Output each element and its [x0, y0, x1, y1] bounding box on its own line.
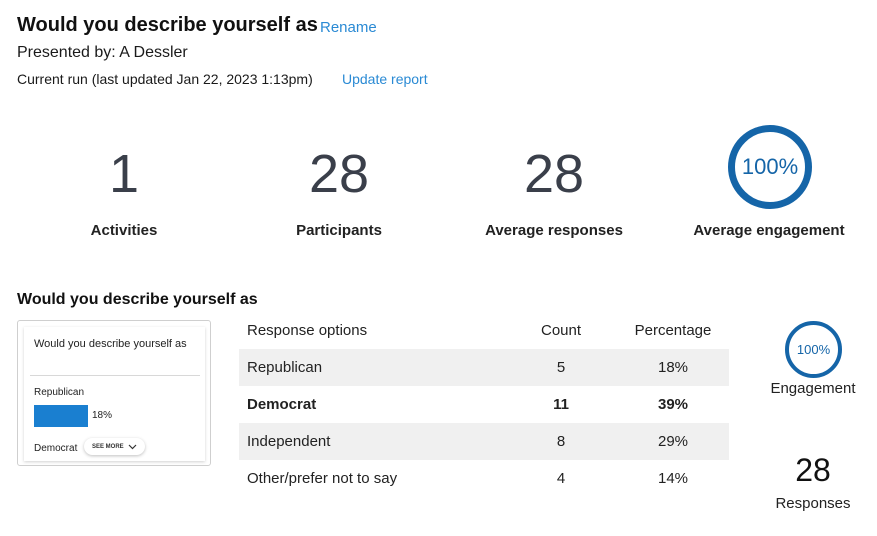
thumbnail-option-bar	[34, 405, 88, 427]
row-percentage: 39%	[657, 396, 689, 413]
row-option: Republican	[247, 359, 323, 376]
row-option: Independent	[247, 433, 331, 450]
table-row: Democrat 11 39%	[239, 386, 729, 423]
activities-label: Activities	[90, 222, 158, 239]
average-engagement-value: 100%	[741, 154, 799, 179]
thumbnail-option-percent: 18%	[92, 410, 113, 421]
table-row: Independent 8 29%	[239, 423, 729, 460]
thumbnail-card: Would you describe yourself as Republica…	[24, 327, 205, 461]
thumbnail-question: Would you describe yourself as	[34, 338, 187, 350]
question-thumbnail[interactable]: Would you describe yourself as Republica…	[17, 320, 211, 466]
page-title: Would you describe yourself as	[17, 14, 318, 36]
average-responses-count: 28	[523, 144, 585, 204]
row-option: Democrat	[247, 396, 317, 413]
thumbnail-option-label: Republican	[34, 387, 85, 398]
activities-count: 1	[108, 144, 140, 204]
row-count: 4	[556, 470, 566, 487]
average-engagement-gauge: 100%	[728, 125, 812, 209]
rename-link[interactable]: Rename	[320, 19, 377, 36]
responses-label: Responses	[775, 495, 851, 512]
results-table: Response options Count Percentage Republ…	[239, 320, 729, 497]
header-response-options: Response options	[247, 322, 368, 339]
question-title: Would you describe yourself as	[17, 291, 258, 308]
row-option: Other/prefer not to say	[247, 470, 398, 487]
table-row: Republican 5 18%	[239, 349, 729, 386]
row-count: 11	[553, 396, 569, 413]
presenter-text: Presented by: A Dessler	[17, 44, 188, 61]
header-percentage: Percentage	[634, 322, 712, 339]
engagement-value: 100%	[796, 342, 831, 357]
row-percentage: 29%	[657, 433, 689, 450]
engagement-label: Engagement	[770, 380, 856, 397]
row-count: 5	[556, 359, 566, 376]
engagement-gauge: 100%	[785, 321, 842, 378]
thumbnail-option-label: Democrat	[34, 443, 78, 454]
average-engagement-label: Average engagement	[693, 222, 845, 239]
participants-label: Participants	[296, 222, 382, 239]
row-count: 8	[556, 433, 566, 450]
responses-count: 28	[795, 452, 831, 488]
table-header-row: Response options Count Percentage	[239, 320, 729, 349]
update-report-link[interactable]: Update report	[342, 71, 428, 87]
chevron-down-icon	[128, 444, 137, 449]
current-run-text: Current run (last updated Jan 22, 2023 1…	[17, 71, 313, 87]
table-row: Other/prefer not to say 4 14%	[239, 460, 729, 497]
header-count: Count	[540, 322, 582, 339]
average-responses-label: Average responses	[485, 222, 623, 239]
thumbnail-divider	[30, 375, 200, 376]
see-more-label: SEE MORE	[92, 443, 124, 450]
row-percentage: 14%	[657, 470, 689, 487]
see-more-button[interactable]: SEE MORE	[84, 438, 145, 455]
row-percentage: 18%	[657, 359, 689, 376]
participants-count: 28	[308, 144, 370, 204]
